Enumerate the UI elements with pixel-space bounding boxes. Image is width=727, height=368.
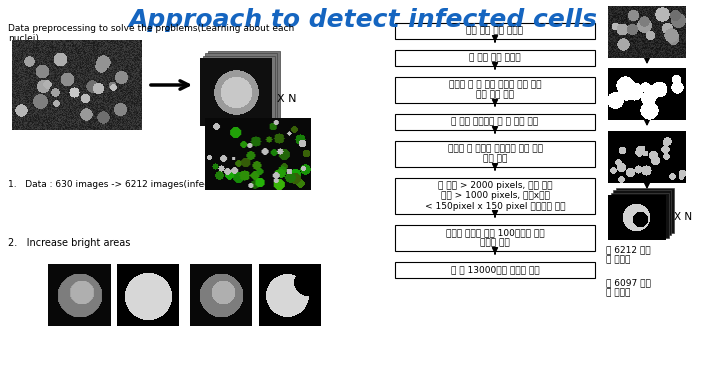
FancyBboxPatch shape bbox=[205, 53, 277, 121]
Text: 1.   Data : 630 images -> 6212 images(infected nucleus): 1. Data : 630 images -> 6212 images(infe… bbox=[8, 180, 266, 189]
FancyBboxPatch shape bbox=[395, 114, 595, 130]
FancyBboxPatch shape bbox=[616, 188, 673, 233]
Text: 2.   Increase bright areas: 2. Increase bright areas bbox=[8, 238, 130, 248]
Text: Approach to detect infected cells: Approach to detect infected cells bbox=[129, 8, 598, 32]
Text: X N: X N bbox=[277, 94, 297, 104]
Text: 핵 염색 사진 이진화: 핵 염색 사진 이진화 bbox=[469, 53, 521, 63]
Text: 분류된 핵 사진에 대응되는 항체 염색
사진 선별: 분류된 핵 사진에 대응되는 항체 염색 사진 선별 bbox=[448, 144, 542, 164]
Text: 항체 염색 사진: 항체 염색 사진 bbox=[119, 266, 150, 273]
Text: X N: X N bbox=[674, 212, 692, 223]
Text: 이진화 된 핵 염색 사진을 통해 항체
염색 사진 변형: 이진화 된 핵 염색 사진을 통해 항체 염색 사진 변형 bbox=[449, 80, 541, 100]
FancyBboxPatch shape bbox=[613, 190, 671, 235]
Text: 핵 크기 > 2000 pixels, 항체 염색
정도 > 1000 pixels, 가로x세로
< 150pixel x 150 pixel 데이터만 선별: 핵 크기 > 2000 pixels, 항체 염색 정도 > 1000 pixe… bbox=[425, 181, 566, 211]
Text: 핵 염색 사진에서 각 핵 별로 분류: 핵 염색 사진에서 각 핵 별로 분류 bbox=[451, 117, 539, 127]
Text: 항체 염색 사진: 항체 염색 사진 bbox=[261, 266, 292, 273]
Text: 핵 사진: 핵 사진 bbox=[192, 266, 207, 273]
Text: 총 약 13000개의 데이터 생성: 총 약 13000개의 데이터 생성 bbox=[451, 265, 539, 275]
Text: 항체 염색 사진 이진화: 항체 염색 사진 이진화 bbox=[467, 26, 523, 35]
FancyBboxPatch shape bbox=[203, 56, 275, 124]
FancyBboxPatch shape bbox=[395, 178, 595, 214]
FancyBboxPatch shape bbox=[207, 50, 279, 118]
Text: 비감염 데이터 사진 100장에서 세포
데이터 추가: 비감염 데이터 사진 100장에서 세포 데이터 추가 bbox=[446, 228, 545, 248]
FancyBboxPatch shape bbox=[395, 50, 595, 66]
FancyBboxPatch shape bbox=[395, 23, 595, 39]
FancyBboxPatch shape bbox=[611, 192, 669, 237]
FancyBboxPatch shape bbox=[395, 77, 595, 103]
FancyBboxPatch shape bbox=[395, 141, 595, 167]
FancyBboxPatch shape bbox=[395, 225, 595, 251]
FancyBboxPatch shape bbox=[395, 262, 595, 278]
Text: 총 6212 개의
핵 데이터: 총 6212 개의 핵 데이터 bbox=[606, 245, 651, 264]
Text: 총 6097 개의
핵 데이터: 총 6097 개의 핵 데이터 bbox=[606, 278, 651, 297]
Text: 핵 사진: 핵 사진 bbox=[50, 266, 65, 273]
Text: Data preprocessing to solve the problems(Learning about each
nuclei): Data preprocessing to solve the problems… bbox=[8, 24, 294, 43]
